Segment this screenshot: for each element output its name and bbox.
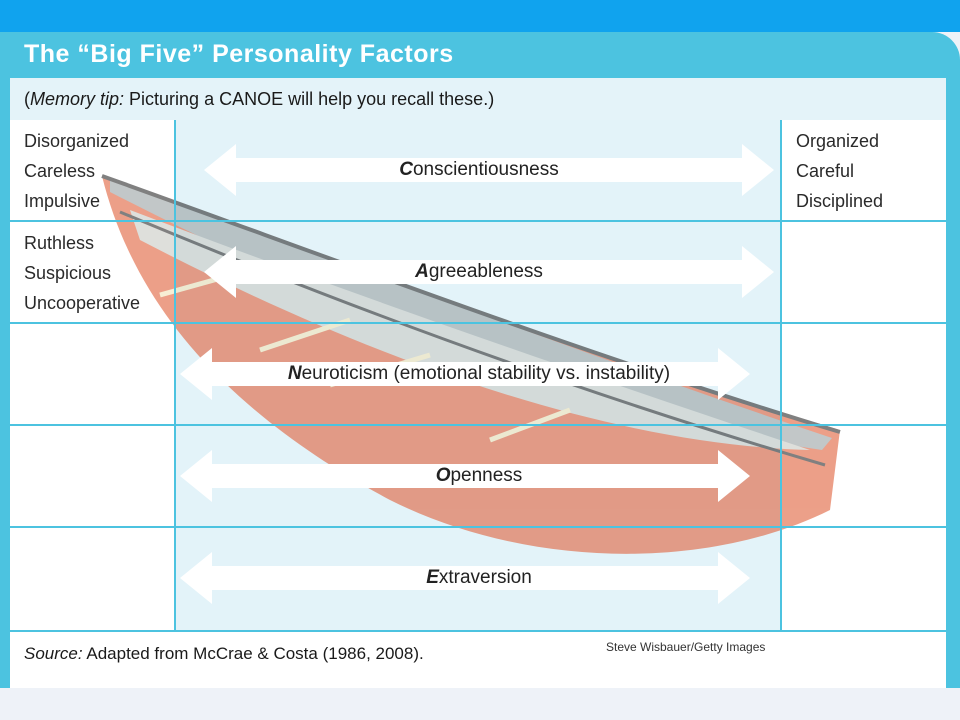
column-divider-right bbox=[780, 120, 782, 630]
factor-initial: A bbox=[415, 261, 429, 282]
factor-table: Disorganized Careless Impulsive Organize… bbox=[10, 120, 946, 630]
factor-rest: euroticism (emotional stability vs. inst… bbox=[301, 363, 671, 384]
source-note: Source: Adapted from McCrae & Costa (198… bbox=[24, 644, 424, 664]
row-divider bbox=[10, 424, 946, 426]
row-divider bbox=[10, 322, 946, 324]
trait-label: Ruthless bbox=[24, 233, 95, 253]
column-divider-left bbox=[174, 120, 176, 630]
top-bar bbox=[0, 0, 960, 32]
memory-tip-band: (Memory tip: Picturing a CANOE will help… bbox=[10, 78, 946, 120]
memory-tip: (Memory tip: Picturing a CANOE will help… bbox=[24, 89, 494, 110]
memory-tip-label: Memory tip: bbox=[30, 89, 125, 109]
row-divider bbox=[10, 220, 946, 222]
figure-frame: The “Big Five” Personality Factors (Memo… bbox=[0, 32, 960, 688]
trait-label: Uncooperative bbox=[24, 293, 141, 313]
trait-label: Impulsive bbox=[24, 191, 101, 211]
factor-label-openness: Openness bbox=[436, 465, 523, 487]
factor-rest: onscientiousness bbox=[412, 159, 559, 180]
trait-label: Organized bbox=[796, 131, 880, 151]
trait-label: Suspicious bbox=[24, 263, 112, 283]
factor-initial: C bbox=[399, 159, 413, 180]
factor-label-conscientiousness: Conscientiousness bbox=[399, 159, 559, 181]
high-traits-conscientiousness: Organized Careful Disciplined bbox=[796, 126, 883, 216]
factor-rest: greeableness bbox=[428, 261, 543, 282]
factor-label-extraversion: Extraversion bbox=[426, 567, 532, 589]
trait-label: Careless bbox=[24, 161, 96, 181]
factor-initial: E bbox=[426, 567, 439, 588]
factor-rest: penness bbox=[450, 465, 523, 486]
source-band: Source: Adapted from McCrae & Costa (198… bbox=[10, 630, 946, 688]
double-arrow-openness bbox=[180, 450, 750, 502]
double-arrow-agreeableness bbox=[204, 246, 774, 298]
memory-tip-paren: ( bbox=[24, 89, 30, 109]
factor-label-neuroticism: Neuroticism (emotional stability vs. ins… bbox=[288, 363, 670, 385]
double-arrow-neuroticism bbox=[180, 348, 750, 400]
source-label: Source: bbox=[24, 644, 83, 663]
source-text: Adapted from McCrae & Costa (1986, 2008)… bbox=[82, 644, 424, 663]
trait-label: Careful bbox=[796, 161, 855, 181]
trait-label: Disciplined bbox=[796, 191, 884, 211]
low-traits-agreeableness: Ruthless Suspicious Uncooperative bbox=[24, 228, 140, 318]
trait-label: Disorganized bbox=[24, 131, 130, 151]
factor-initial: N bbox=[287, 363, 302, 384]
photo-credit: Steve Wisbauer/Getty Images bbox=[606, 640, 766, 654]
low-traits-conscientiousness: Disorganized Careless Impulsive bbox=[24, 126, 129, 216]
figure-title: The “Big Five” Personality Factors bbox=[24, 40, 454, 68]
double-arrow-conscientiousness bbox=[204, 144, 774, 196]
arrows-layer bbox=[180, 144, 774, 604]
factor-rest: xtraversion bbox=[438, 567, 532, 588]
memory-tip-text: Picturing a CANOE will help you recall t… bbox=[124, 89, 495, 109]
factor-initial: O bbox=[435, 465, 451, 486]
double-arrow-extraversion bbox=[180, 552, 750, 604]
factor-label-agreeableness: Agreeableness bbox=[415, 261, 543, 283]
row-divider bbox=[10, 526, 946, 528]
